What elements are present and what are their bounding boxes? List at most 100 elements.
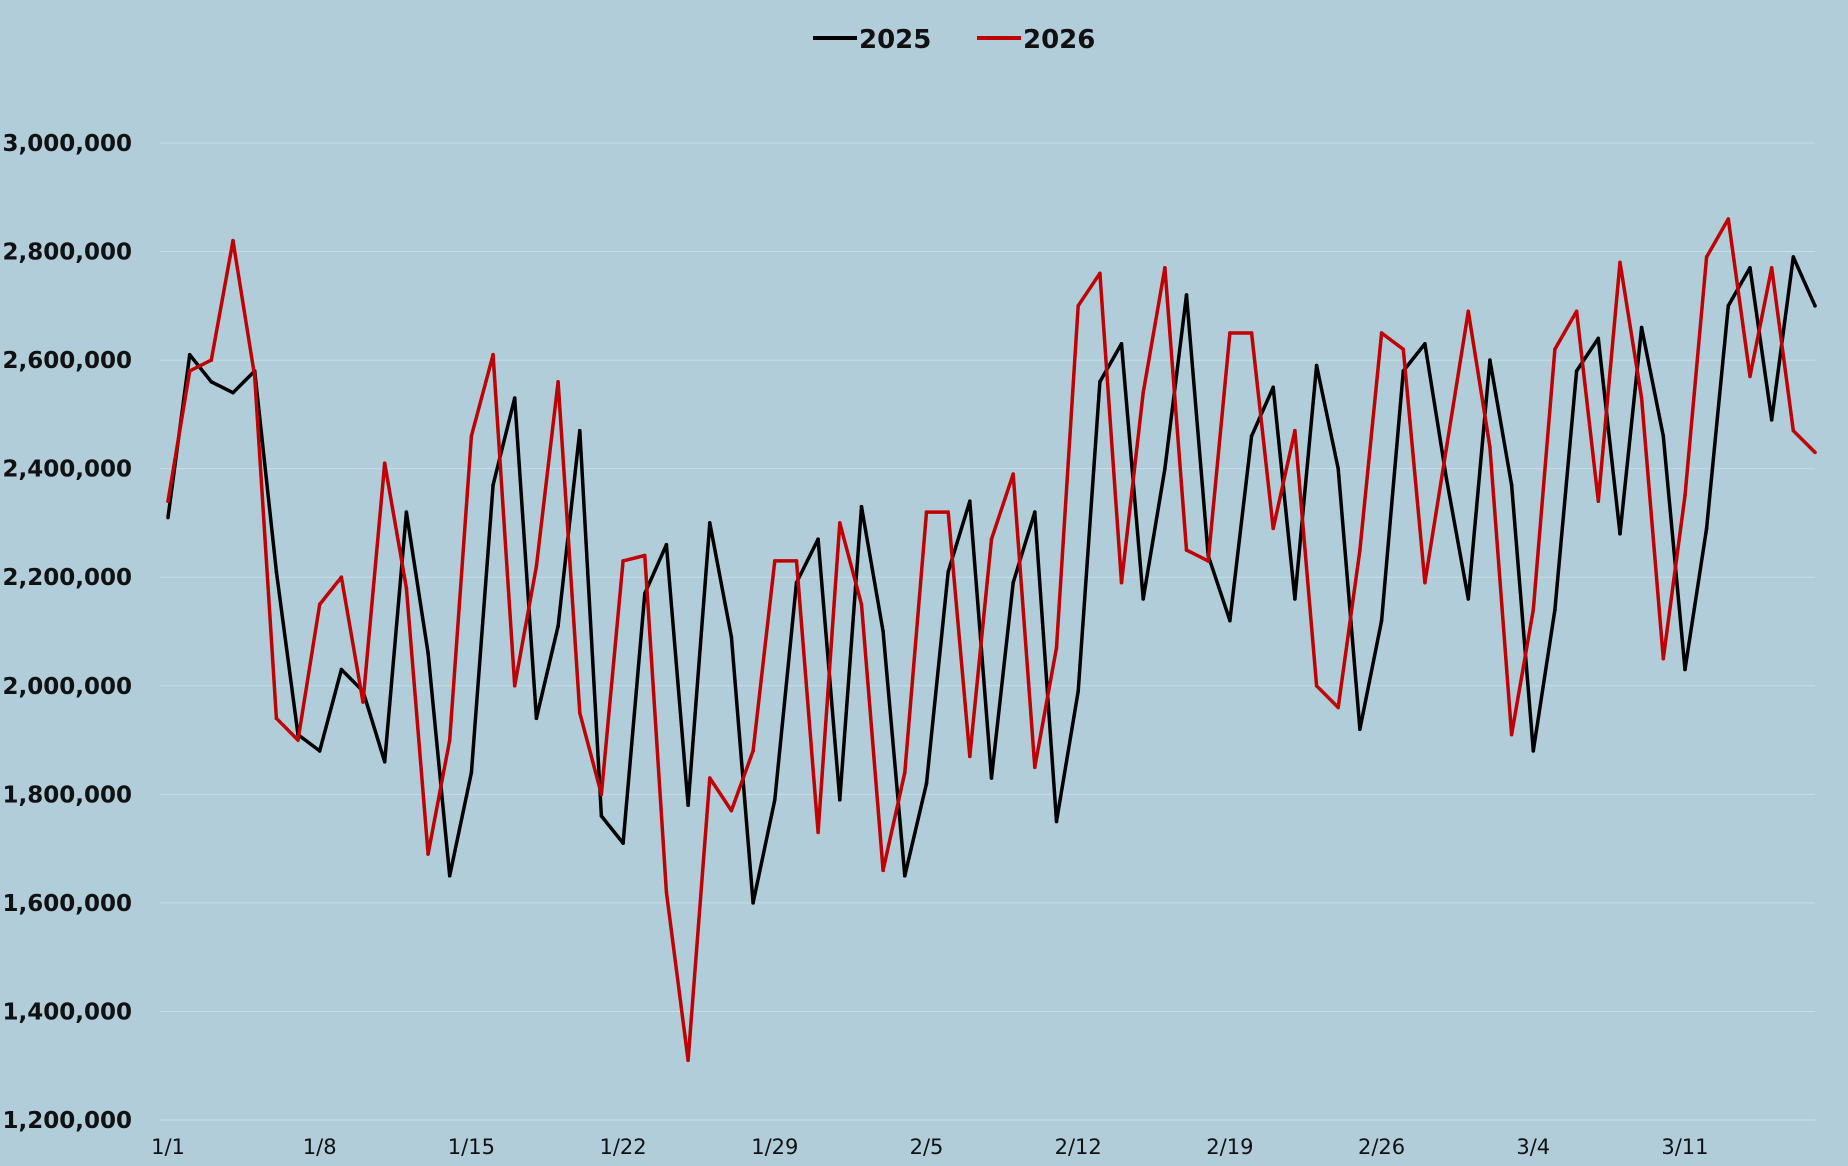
data-point (426, 651, 430, 656)
data-point (1314, 363, 1319, 368)
data-point (968, 499, 972, 504)
y-tick-label: 2,200,000 (3, 565, 133, 591)
x-tick-label: 1/22 (600, 1135, 647, 1159)
data-point (664, 890, 669, 894)
data-point (1206, 559, 1211, 563)
data-point (1813, 304, 1817, 308)
data-point (989, 776, 994, 780)
x-tick-label: 2/19 (1206, 1135, 1253, 1159)
data-point (1726, 217, 1731, 221)
data-point (209, 380, 214, 384)
legend-label: 2026 (1023, 25, 1095, 55)
y-tick-label: 1,400,000 (3, 999, 133, 1025)
data-point (1033, 765, 1037, 769)
data-point (686, 1058, 690, 1063)
data-point (252, 374, 257, 379)
y-tick-label: 3,000,000 (3, 131, 133, 157)
data-point (1271, 385, 1276, 390)
data-point (686, 803, 690, 807)
data-point (491, 483, 495, 487)
data-point (556, 624, 560, 628)
data-point (1574, 369, 1579, 373)
data-point (469, 434, 474, 438)
data-point (1358, 727, 1362, 731)
data-point (577, 428, 582, 433)
data-point (166, 515, 170, 520)
data-point (1249, 434, 1254, 438)
y-tick-label: 2,000,000 (3, 674, 133, 700)
data-point (1509, 732, 1514, 737)
legend: 2025 2026 (813, 25, 1095, 55)
data-point (1444, 445, 1449, 449)
data-point (1444, 477, 1449, 482)
data-point (1314, 683, 1319, 688)
data-point (1683, 494, 1687, 498)
data-point (1011, 472, 1015, 476)
series-lines (166, 217, 1817, 1063)
data-point (1748, 374, 1752, 379)
x-tick-label: 3/4 (1516, 1135, 1550, 1159)
data-point (187, 352, 192, 357)
data-point (426, 852, 430, 856)
data-point (1466, 309, 1471, 314)
y-tick-label: 2,800,000 (3, 240, 133, 266)
data-point (1509, 483, 1514, 487)
data-point (1141, 390, 1145, 395)
x-tick-label: 1/15 (448, 1135, 495, 1159)
x-tick-label: 2/5 (910, 1135, 944, 1159)
data-point (1618, 532, 1622, 536)
data-point (231, 390, 235, 395)
data-point (1076, 304, 1080, 308)
data-point (707, 776, 712, 780)
data-point (946, 510, 950, 514)
data-point (924, 510, 929, 514)
data-point (361, 700, 365, 704)
data-point (339, 667, 344, 672)
data-point (1184, 548, 1189, 552)
data-point (1076, 689, 1080, 694)
data-point (881, 868, 885, 873)
data-point (1704, 526, 1709, 531)
data-point (838, 797, 842, 802)
data-point (1618, 260, 1622, 265)
data-point (1813, 450, 1817, 455)
data-point (1531, 749, 1536, 753)
data-point (1769, 418, 1774, 422)
x-tick-label: 1/29 (751, 1135, 798, 1159)
data-point (772, 797, 777, 802)
data-point (556, 380, 560, 384)
data-point (1423, 342, 1427, 346)
x-tick-label: 1/8 (303, 1135, 337, 1159)
y-tick-label: 2,400,000 (3, 457, 133, 483)
data-point (794, 559, 799, 563)
data-point (339, 575, 344, 580)
data-point (534, 564, 539, 569)
data-point (1336, 705, 1341, 710)
data-point (707, 521, 712, 525)
y-tick-label: 1,600,000 (3, 891, 133, 917)
data-point (1184, 293, 1189, 297)
data-point (1791, 428, 1796, 433)
data-point (729, 808, 734, 813)
data-point (187, 369, 192, 373)
data-point (1379, 331, 1384, 335)
data-point (1791, 255, 1796, 259)
legend-item-2026: 2026 (977, 25, 1095, 55)
data-point (816, 830, 820, 835)
data-point (1488, 445, 1492, 449)
data-point (1488, 358, 1492, 362)
data-point (382, 759, 387, 764)
data-point (1639, 396, 1644, 400)
data-point (512, 396, 517, 400)
data-point (1033, 510, 1037, 514)
data-point (1293, 597, 1297, 601)
data-point (1119, 580, 1124, 585)
data-point (1163, 466, 1167, 471)
data-point (1336, 466, 1341, 471)
data-point (166, 499, 170, 504)
data-point (1054, 819, 1059, 824)
data-point (903, 770, 907, 775)
data-point (447, 873, 452, 878)
x-tick-label: 1/1 (151, 1135, 185, 1159)
series-line-2025 (166, 255, 1817, 905)
